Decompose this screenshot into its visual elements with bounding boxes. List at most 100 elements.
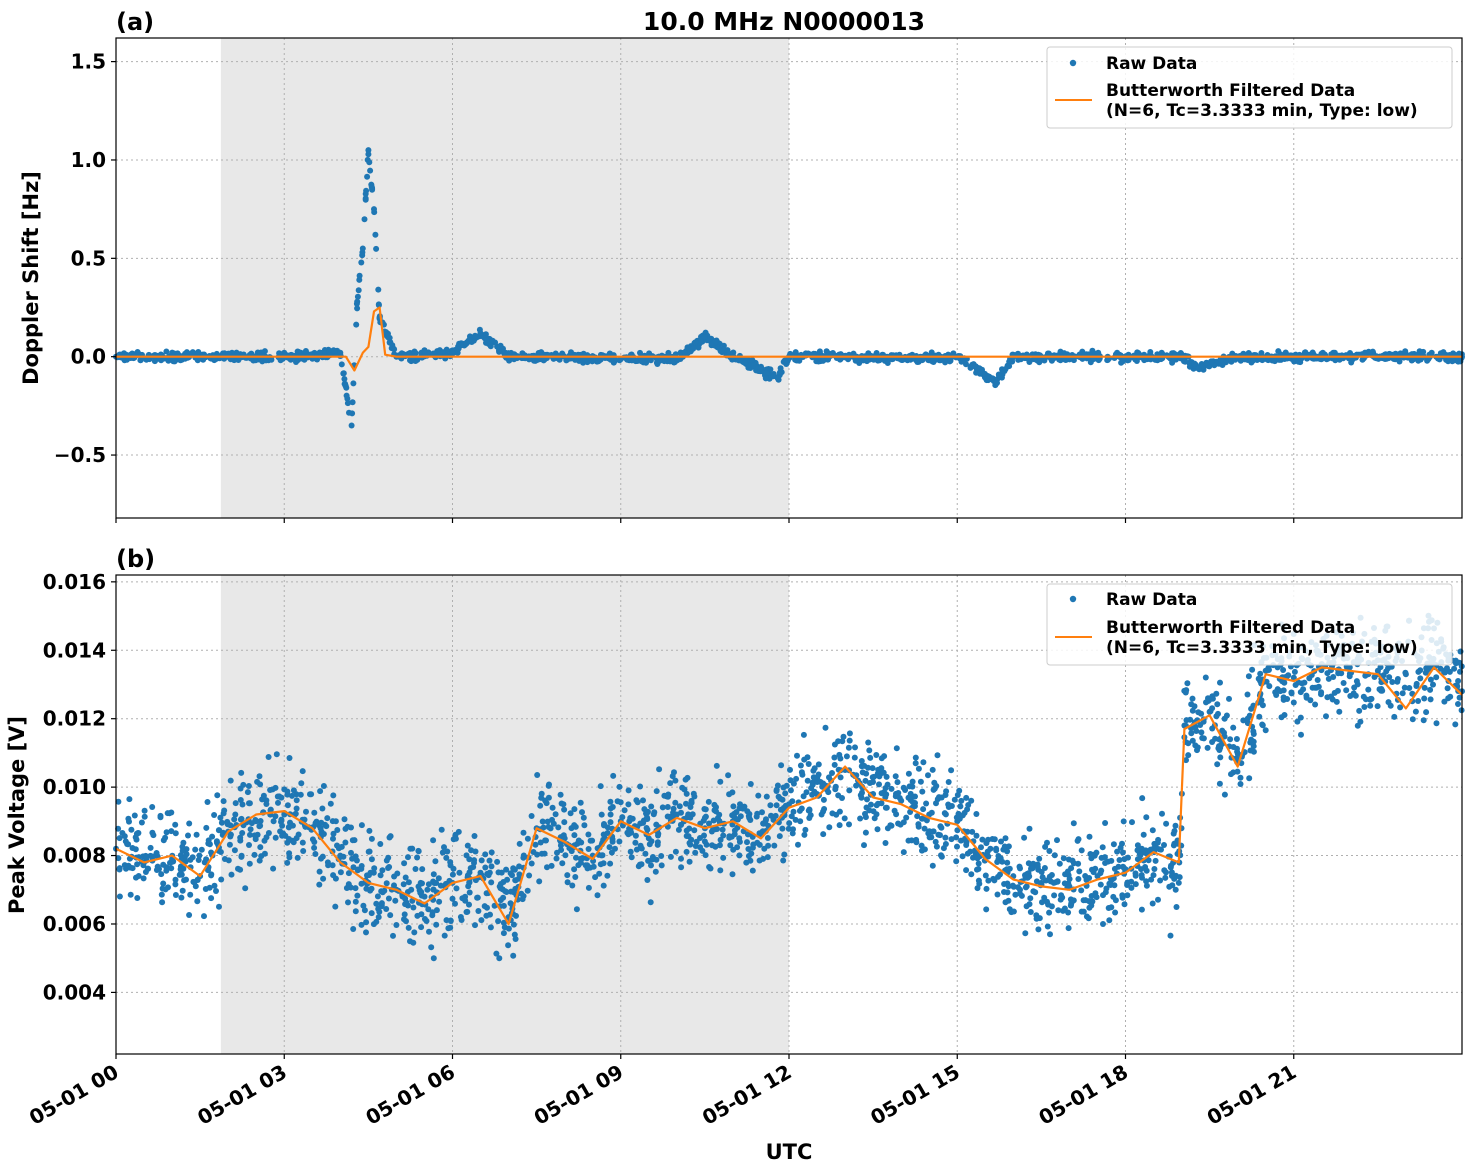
panel-b-raw-point (1184, 680, 1191, 687)
panel-b-raw-point (672, 777, 679, 784)
panel-b-raw-point (647, 899, 654, 906)
panel-b-raw-point (644, 808, 651, 815)
panel-b-raw-point (510, 952, 517, 959)
panel-b-raw-point (882, 840, 889, 846)
panel-b-raw-point (929, 828, 936, 835)
panel-b-raw-point (274, 793, 281, 800)
panel-a-raw-point (337, 349, 344, 356)
panel-b-raw-point (846, 787, 853, 794)
panel-b-raw-point (1167, 932, 1174, 939)
panel-a-raw-point (343, 392, 350, 399)
panel-b-raw-point (1367, 702, 1374, 709)
panel-b-raw-point (1433, 674, 1440, 681)
panel-b-raw-point (883, 791, 890, 798)
panel-b-raw-point (862, 829, 869, 836)
panel-b-raw-point (1386, 674, 1393, 681)
panel-b-raw-point (637, 783, 644, 790)
panel-b-raw-point (433, 880, 440, 886)
panel-b-raw-point (963, 842, 970, 848)
panel-b-raw-point (831, 754, 838, 761)
panel-b-raw-point (450, 865, 457, 872)
panel-b-raw-point (1034, 863, 1041, 870)
panel-b-raw-point (324, 815, 331, 822)
panel-b-raw-point (299, 768, 306, 775)
panel-b-raw-point (452, 900, 458, 907)
panel-b-raw-point (1346, 670, 1353, 677)
panel-b-raw-point (915, 821, 922, 828)
panel-b-raw-point (800, 731, 807, 738)
panel-b-raw-point (835, 738, 842, 745)
panel-b-raw-point (648, 862, 654, 869)
panel-a-raw-point (607, 356, 614, 363)
panel-b-raw-point (256, 857, 263, 864)
panel-b-raw-point (1143, 814, 1150, 821)
panel-b-raw-point (592, 874, 599, 881)
panel-b-ylabel: Peak Voltage [V] (5, 716, 29, 914)
panel-b-raw-point (788, 813, 795, 820)
panel-b-raw-point (858, 758, 865, 764)
panel-b-raw-point (705, 798, 712, 805)
panel-b-raw-point (915, 765, 922, 772)
panel-b-raw-point (437, 882, 444, 889)
panel-b-raw-point (585, 884, 592, 891)
panel-b-raw-point (158, 871, 165, 878)
panel-b-raw-point (414, 912, 421, 919)
panel-b-raw-point (1262, 667, 1269, 674)
panel-b-raw-point (857, 815, 864, 822)
panel-b-raw-point (293, 797, 300, 804)
panel-b-raw-point (585, 831, 592, 838)
panel-b-raw-point (225, 857, 232, 864)
panel-b-raw-point (974, 855, 981, 862)
panel-b-raw-point (474, 894, 481, 901)
panel-a-raw-point (261, 348, 268, 355)
panel-b-raw-point (208, 895, 215, 902)
panel-b-raw-point (1070, 820, 1077, 827)
panel-b-raw-point (686, 825, 693, 832)
panel-b-raw-point (1333, 698, 1340, 705)
panel-b-raw-point (377, 872, 384, 879)
panel-b-raw-point (518, 890, 525, 897)
panel-b-raw-point (749, 844, 756, 851)
panel-b-raw-point (358, 865, 365, 872)
panel-b-raw-point (183, 851, 190, 858)
panel-b-raw-point (543, 800, 550, 807)
panel-b-raw-point (1054, 837, 1060, 844)
panel-b-raw-point (373, 918, 380, 925)
panel-b-raw-point (524, 887, 531, 894)
panel-b-raw-point (337, 852, 344, 859)
panel-a-raw-point (690, 345, 697, 352)
panel-b-raw-point (688, 799, 695, 806)
panel-b-raw-point (1430, 681, 1436, 688)
panel-b-raw-point (1336, 708, 1343, 715)
panel-b-raw-point (379, 867, 386, 874)
panel-a-raw-point (816, 348, 823, 355)
panel-b-raw-point (1051, 852, 1058, 859)
panel-b-raw-point (439, 849, 446, 856)
panel-b-raw-point (1080, 908, 1087, 915)
panel-b-raw-point (815, 761, 822, 768)
panel-b-raw-point (571, 866, 578, 873)
panel-b-raw-point (1119, 892, 1126, 899)
panel-b-raw-point (286, 755, 293, 761)
panel-b-raw-point (343, 885, 350, 891)
panel-a-raw-point (701, 334, 708, 340)
panel-b-raw-point (178, 894, 185, 901)
panel-b-raw-point (716, 811, 723, 818)
panel-a-raw-point (1095, 349, 1102, 356)
panel-a-raw-point (350, 380, 357, 387)
panel-b-raw-point (829, 770, 835, 776)
panel-b-raw-point (917, 778, 924, 785)
panel-b-raw-point (1216, 736, 1223, 743)
panel-b-raw-point (1216, 780, 1223, 787)
panel-b-raw-point (144, 865, 151, 872)
panel-b-raw-point (1266, 683, 1273, 690)
panel-b-raw-point (1140, 831, 1147, 838)
panel-b-raw-point (561, 806, 568, 813)
panel-b-raw-point (701, 838, 708, 845)
panel-b-raw-point (482, 864, 489, 871)
panel-b-raw-point (953, 858, 960, 865)
panel-b-raw-point (383, 857, 390, 864)
panel-b-raw-point (363, 919, 370, 926)
panel-b-raw-point (1237, 774, 1244, 781)
panel-b-raw-point (185, 832, 191, 839)
